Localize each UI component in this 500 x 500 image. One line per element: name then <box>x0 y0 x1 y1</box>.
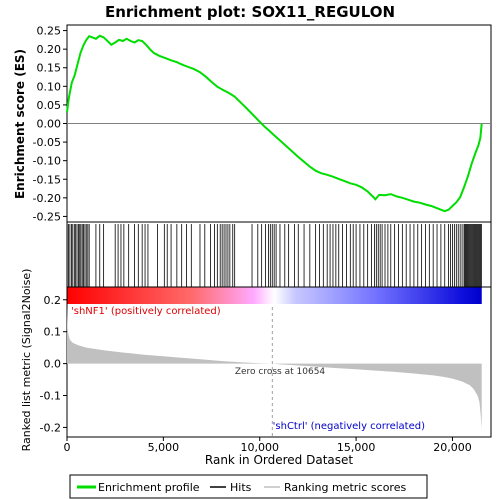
es-y-tick-label: -0.10 <box>33 155 61 168</box>
legend-entry-metric: Ranking metric scores <box>284 481 406 494</box>
positive-correlation-label: 'shNF1' (positively correlated) <box>71 306 221 317</box>
hits-panel-frame <box>66 221 492 288</box>
legend-entry-profile: Enrichment profile <box>98 481 200 494</box>
es-y-axis-label: Enrichment score (ES) <box>13 49 27 199</box>
x-tick-label: 15,000 <box>337 441 376 454</box>
es-y-tick-label: 0.00 <box>37 118 62 131</box>
es-y-tick-label: -0.15 <box>33 173 61 186</box>
x-tick-label: 5,000 <box>148 441 180 454</box>
es-y-tick-label: 0.15 <box>37 62 62 75</box>
es-y-tick-label: 0.10 <box>37 80 62 93</box>
x-tick-label: 0 <box>64 441 71 454</box>
zero-cross-label: Zero cross at 10654 <box>235 367 326 377</box>
metric-y-axis-label: Ranked list metric (Signal2Noise) <box>20 269 33 452</box>
metric-panel: 0.2 0.1 0.0 -0.1 -0.2 'shNF1' (positively co… <box>20 269 492 452</box>
metric-y-tick-label: 0.2 <box>44 294 62 307</box>
es-y-tick-label: -0.20 <box>33 192 61 205</box>
x-axis-ticks: 0 5,000 10,000 15,000 20,000 <box>64 437 472 454</box>
enrichment-profile-line <box>66 34 483 213</box>
es-y-tick-label: -0.25 <box>33 210 61 223</box>
es-panel: 0.25 0.20 0.15 0.10 0.05 0.00 -0.05 -0.10 -0.15 -… <box>13 24 492 223</box>
es-y-ticks: 0.25 0.20 0.15 0.10 0.05 0.00 -0.05 -0.10 -0.15 -… <box>33 25 67 223</box>
hits-panel <box>66 221 492 304</box>
x-tick-label: 20,000 <box>433 441 472 454</box>
x-tick-label: 10,000 <box>240 441 279 454</box>
metric-y-ticks: 0.2 0.1 0.0 -0.1 -0.2 <box>40 294 67 434</box>
es-y-tick-label: -0.05 <box>33 136 61 149</box>
negative-correlation-label: 'shCtrl' (negatively correlated) <box>273 421 425 432</box>
metric-y-tick-label: -0.2 <box>40 421 61 434</box>
ranking-metric-area <box>67 306 482 429</box>
hit-lines <box>66 224 482 287</box>
ranked-list-color-band <box>67 287 482 304</box>
legend-box <box>69 474 428 499</box>
es-y-tick-label: 0.05 <box>37 99 62 112</box>
metric-y-tick-label: -0.1 <box>40 390 61 403</box>
es-y-tick-label: 0.25 <box>37 25 62 38</box>
chart-title: Enrichment plot: SOX11_REGULON <box>105 3 395 21</box>
es-y-tick-label: 0.20 <box>37 43 62 56</box>
metric-y-tick-label: 0.1 <box>44 326 62 339</box>
legend-entry-hits: Hits <box>230 481 252 494</box>
metric-y-tick-label: 0.0 <box>44 358 62 371</box>
x-axis-label: Rank in Ordered Dataset <box>205 453 353 467</box>
legend: Enrichment profile Hits Ranking metric s… <box>69 474 428 499</box>
